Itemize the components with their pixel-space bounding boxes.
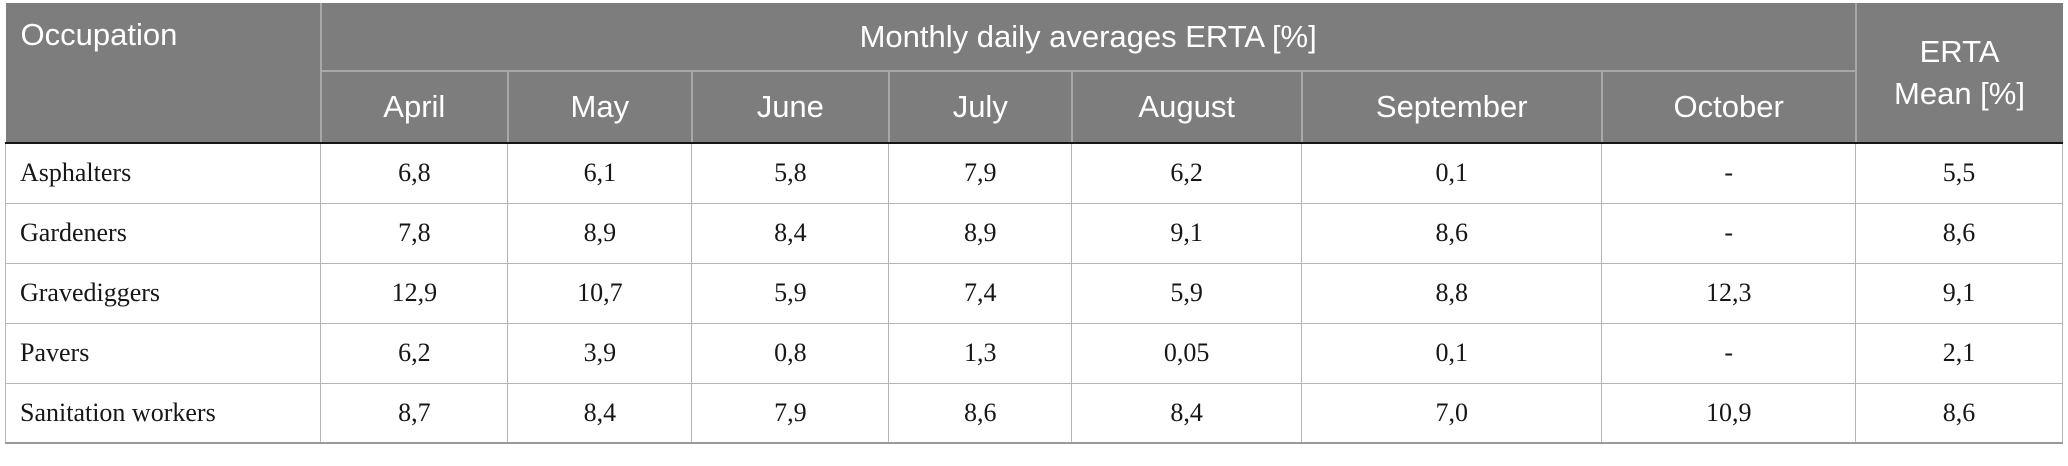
value-cell: 0,8 bbox=[691, 322, 890, 384]
table-row: Gravediggers 12,9 10,7 5,9 7,4 5,9 8,8 1… bbox=[4, 262, 2063, 324]
value-cell: 8,6 bbox=[1301, 202, 1603, 264]
value-cell: 8,9 bbox=[888, 202, 1073, 264]
value-cell: 9,1 bbox=[1071, 202, 1303, 264]
value-cell: 8,4 bbox=[1071, 382, 1303, 444]
col-header-october: October bbox=[1600, 70, 1857, 144]
value-cell: - bbox=[1601, 202, 1856, 264]
value-cell: 10,9 bbox=[1601, 382, 1856, 444]
col-group-header: Monthly daily averages ERTA [%] bbox=[319, 3, 1857, 72]
value-cell: 0,1 bbox=[1301, 142, 1603, 204]
value-cell: 6,1 bbox=[507, 142, 693, 204]
mean-cell: 9,1 bbox=[1855, 262, 2063, 324]
value-cell: 7,0 bbox=[1301, 382, 1603, 444]
value-cell: 1,3 bbox=[888, 322, 1073, 384]
table-body: Asphalters 6,8 6,1 5,8 7,9 6,2 0,1 - 5,5… bbox=[4, 142, 2063, 444]
occupation-cell: Gravediggers bbox=[4, 262, 322, 324]
value-cell: 5,9 bbox=[1071, 262, 1303, 324]
col-header-may: May bbox=[506, 70, 693, 144]
header-month-row: April May June July August September Oct… bbox=[6, 70, 2063, 144]
col-header-occupation: Occupation bbox=[5, 3, 322, 144]
col-header-april: April bbox=[319, 70, 509, 144]
mean-cell: 5,5 bbox=[1855, 142, 2063, 204]
occupation-cell: Sanitation workers bbox=[4, 382, 322, 444]
table-header: Occupation Monthly daily averages ERTA [… bbox=[5, 3, 2063, 144]
col-header-june: June bbox=[690, 70, 890, 144]
erta-table: Occupation Monthly daily averages ERTA [… bbox=[4, 3, 2063, 444]
value-cell: 8,4 bbox=[691, 202, 890, 264]
value-cell: - bbox=[1601, 322, 1856, 384]
value-cell: 7,8 bbox=[320, 202, 509, 264]
value-cell: 12,9 bbox=[320, 262, 509, 324]
value-cell: 6,2 bbox=[320, 322, 509, 384]
value-cell: 8,8 bbox=[1301, 262, 1603, 324]
value-cell: 8,9 bbox=[507, 202, 693, 264]
value-cell: 10,7 bbox=[507, 262, 693, 324]
value-cell: 5,8 bbox=[691, 142, 890, 204]
value-cell: 0,1 bbox=[1301, 322, 1603, 384]
mean-cell: 2,1 bbox=[1855, 322, 2063, 384]
value-cell: 8,7 bbox=[320, 382, 509, 444]
erta-mean-line2: Mean [%] bbox=[1894, 75, 2025, 111]
col-header-erta-mean: ERTA Mean [%] bbox=[1854, 3, 2063, 144]
col-header-august: August bbox=[1070, 70, 1303, 144]
col-header-july: July bbox=[887, 70, 1073, 144]
table-row: Asphalters 6,8 6,1 5,8 7,9 6,2 0,1 - 5,5 bbox=[4, 142, 2063, 204]
occupation-cell: Pavers bbox=[4, 322, 322, 384]
value-cell: 12,3 bbox=[1601, 262, 1856, 324]
table-row: Gardeners 7,8 8,9 8,4 8,9 9,1 8,6 - 8,6 bbox=[4, 202, 2063, 264]
col-header-september: September bbox=[1300, 70, 1603, 144]
occupation-cell: Asphalters bbox=[4, 142, 322, 204]
value-cell: 7,4 bbox=[888, 262, 1073, 324]
value-cell: 8,4 bbox=[507, 382, 693, 444]
value-cell: 8,6 bbox=[888, 382, 1073, 444]
value-cell: 6,8 bbox=[320, 142, 509, 204]
value-cell: 3,9 bbox=[507, 322, 693, 384]
value-cell: - bbox=[1601, 142, 1856, 204]
erta-mean-line1: ERTA bbox=[1919, 33, 2000, 69]
table-row: Pavers 6,2 3,9 0,8 1,3 0,05 0,1 - 2,1 bbox=[4, 322, 2063, 384]
value-cell: 0,05 bbox=[1071, 322, 1303, 384]
value-cell: 6,2 bbox=[1071, 142, 1303, 204]
header-group-row: Occupation Monthly daily averages ERTA [… bbox=[5, 3, 2063, 144]
mean-cell: 8,6 bbox=[1855, 202, 2063, 264]
value-cell: 7,9 bbox=[888, 142, 1073, 204]
value-cell: 5,9 bbox=[691, 262, 890, 324]
value-cell: 7,9 bbox=[691, 382, 890, 444]
table-row: Sanitation workers 8,7 8,4 7,9 8,6 8,4 7… bbox=[4, 382, 2063, 444]
mean-cell: 8,6 bbox=[1855, 382, 2063, 444]
occupation-cell: Gardeners bbox=[4, 202, 322, 264]
